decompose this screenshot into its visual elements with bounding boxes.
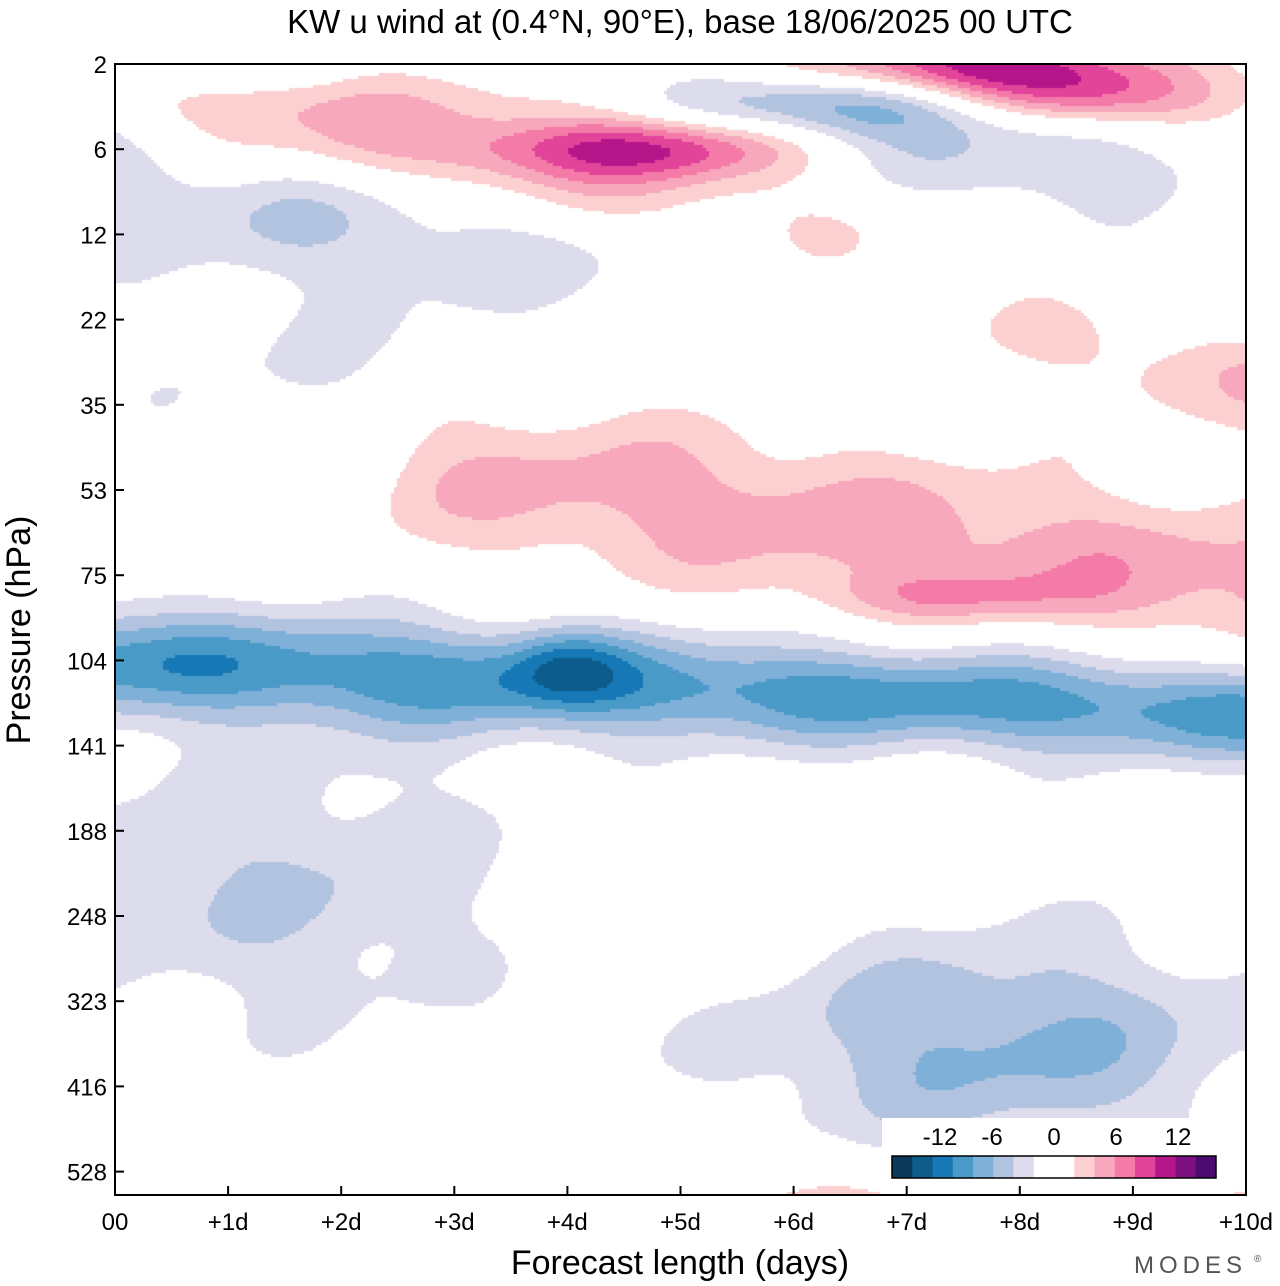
y-tick-label: 6 (94, 137, 107, 164)
brand-mark: ® (1254, 1254, 1262, 1265)
y-tick-label: 416 (67, 1074, 107, 1101)
y-tick-label: 141 (67, 734, 107, 761)
colorbar-swatch (973, 1156, 994, 1178)
y-tick-label: 12 (80, 222, 107, 249)
brand-text: MODES (1134, 1252, 1247, 1279)
colorbar-swatch (1074, 1156, 1095, 1178)
colorbar-swatch (1175, 1156, 1197, 1178)
colorbar-swatch (932, 1156, 954, 1178)
x-tick-label: 00 (102, 1209, 129, 1236)
modes-logo: MODES ® (1134, 1252, 1262, 1279)
colorbar-swatch (993, 1156, 1014, 1178)
colorbar-swatch (1135, 1156, 1156, 1178)
x-tick-label: +7d (886, 1209, 927, 1236)
y-tick-label: 528 (67, 1160, 107, 1187)
colorbar-swatch (912, 1156, 933, 1178)
colorbar-frame (891, 1155, 1217, 1179)
y-tick-label: 248 (67, 904, 107, 931)
x-tick-label: +2d (321, 1209, 362, 1236)
colorbar-swatch (952, 1156, 974, 1178)
x-tick-label: +6d (773, 1209, 814, 1236)
colorbar-label: 0 (1047, 1124, 1060, 1151)
colorbar-label: 12 (1165, 1124, 1192, 1151)
x-tick-label: +9d (1113, 1209, 1154, 1236)
y-tick-label: 53 (80, 478, 107, 505)
colorbar-swatch (1033, 1156, 1055, 1178)
x-axis: 00 +1d +2d +3d +4d +5d +6d +7d +8d +9d +10d (102, 1186, 1273, 1236)
colorbar-label: 6 (1109, 1124, 1122, 1151)
x-tick-label: +4d (547, 1209, 588, 1236)
chart-title: KW u wind at (0.4°N, 90°E), base 18/06/2… (287, 3, 1073, 40)
colorbar-swatch (1013, 1156, 1035, 1178)
y-tick-label: 22 (80, 308, 107, 335)
colorbar-swatch (1114, 1156, 1136, 1178)
y-axis-label: Pressure (hPa) (0, 516, 38, 745)
y-tick-label: 323 (67, 989, 107, 1016)
y-tick-label: 188 (67, 819, 107, 846)
x-tick-label: +3d (434, 1209, 475, 1236)
colorbar: -12 -6 0 6 12 (882, 1118, 1226, 1184)
colorbar-label: -6 (981, 1124, 1002, 1151)
y-tick-label: 104 (67, 648, 107, 675)
y-tick-label: 75 (80, 563, 107, 590)
colorbar-swatch (1054, 1156, 1075, 1178)
contour-fill (115, 64, 1246, 1195)
x-tick-label: +5d (660, 1209, 701, 1236)
y-tick-label: 2 (94, 52, 107, 79)
contour-field (115, 64, 1246, 1195)
y-axis: 2 6 12 22 35 53 75 104 141 188 248 323 416 528 (67, 52, 124, 1187)
x-axis-label: Forecast length (days) (511, 1244, 849, 1282)
x-tick-label: +10d (1219, 1209, 1273, 1236)
x-tick-label: +8d (999, 1209, 1040, 1236)
x-tick-label: +1d (208, 1209, 249, 1236)
colorbar-label: -12 (923, 1124, 958, 1151)
colorbar-swatch (1195, 1156, 1217, 1178)
colorbar-swatch (1155, 1156, 1176, 1178)
colorbar-swatch (892, 1156, 913, 1178)
colorbar-swatch (1094, 1156, 1116, 1178)
y-tick-label: 35 (80, 393, 107, 420)
